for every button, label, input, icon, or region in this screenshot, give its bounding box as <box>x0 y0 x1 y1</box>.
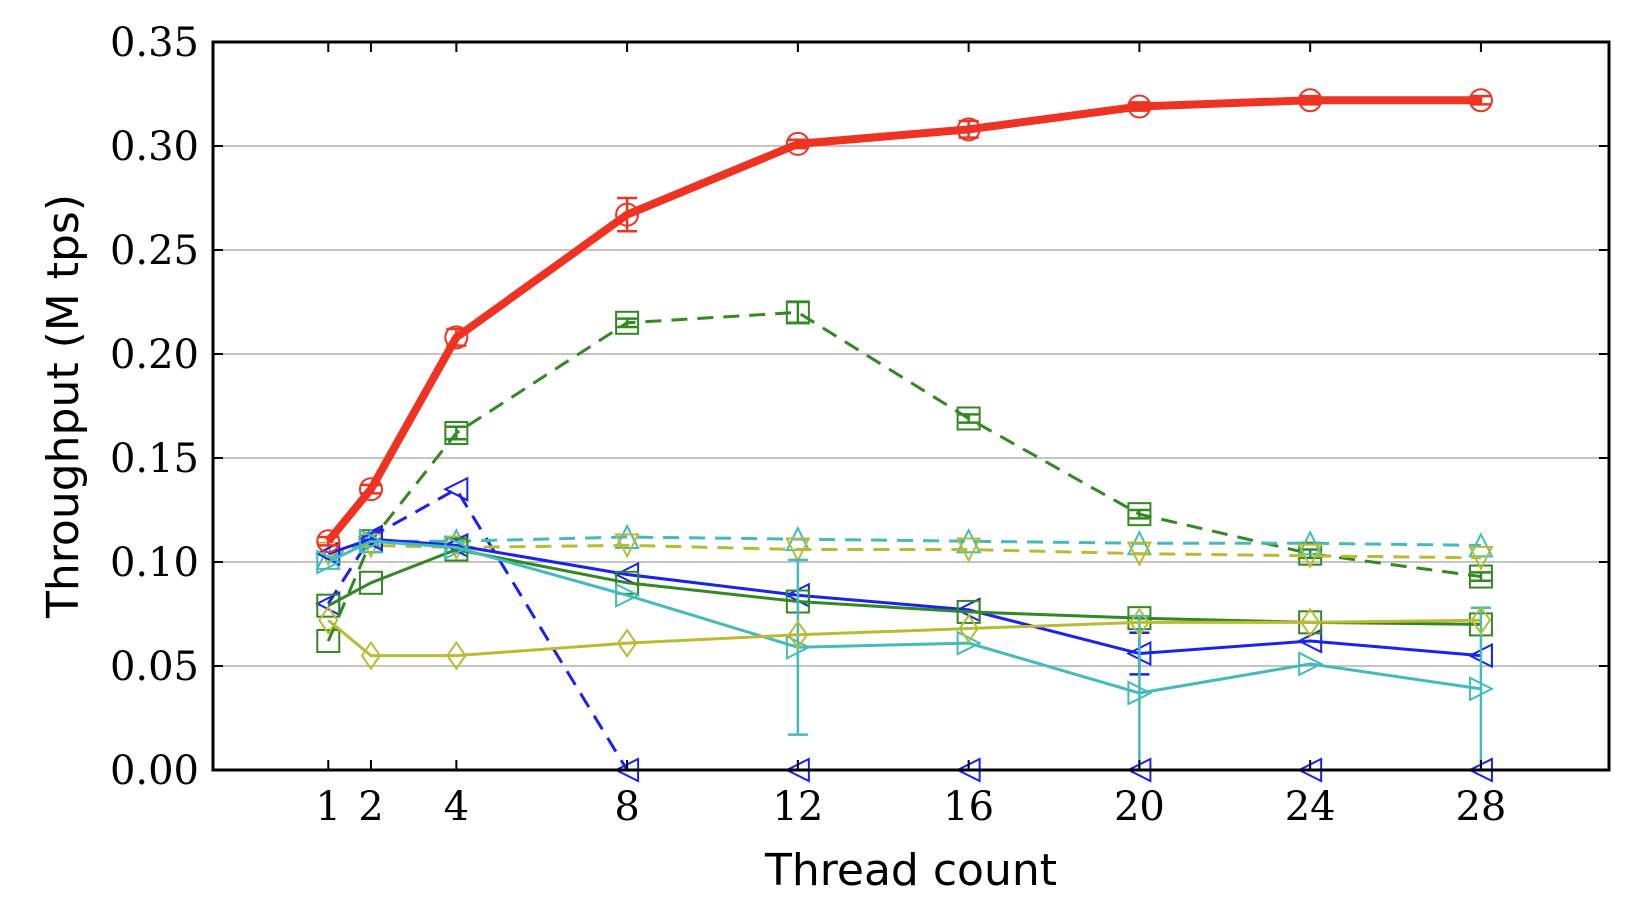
x-tick-label: 4 <box>444 784 469 830</box>
data-point <box>443 476 469 502</box>
data-point <box>1468 88 1493 113</box>
data-point <box>785 537 811 563</box>
y-tick-labels: 0.00 0.05 0.10 0.15 0.20 0.25 0.30 0.35 <box>110 20 199 794</box>
data-point <box>1129 607 1150 638</box>
data-point <box>1127 502 1152 527</box>
series-line <box>327 543 1481 560</box>
data-point <box>315 541 341 567</box>
y-tick-label: 0.00 <box>110 748 199 794</box>
data-point <box>1299 607 1321 638</box>
data-point <box>1298 651 1324 677</box>
data-point <box>444 534 470 561</box>
data-point <box>1468 545 1494 572</box>
x-tick-labels: 1 2 4 8 12 16 20 24 28 <box>316 784 1507 830</box>
tick-marks <box>213 41 1609 771</box>
data-point <box>316 549 342 575</box>
data-point <box>316 593 341 618</box>
y-tick-label: 0.15 <box>110 436 199 482</box>
data-point <box>1297 543 1323 569</box>
y-tick-label: 0.25 <box>110 228 199 274</box>
data-point <box>1468 564 1493 589</box>
y-tick-label: 0.20 <box>110 332 199 378</box>
data-point <box>446 640 467 671</box>
data-point <box>316 529 341 554</box>
x-tick-label: 12 <box>772 784 823 830</box>
data-point <box>1126 541 1153 567</box>
data-point <box>1468 676 1495 702</box>
data-point <box>316 629 341 654</box>
y-tick-label: 0.35 <box>110 20 199 66</box>
series-line <box>327 618 1481 658</box>
x-tick-label: 16 <box>943 784 994 830</box>
data-point <box>360 640 382 671</box>
data-point <box>616 628 638 658</box>
data-point <box>956 406 981 431</box>
y-tick-label: 0.10 <box>110 540 199 586</box>
data-point <box>614 523 640 550</box>
y-tick-label: 0.30 <box>110 124 199 170</box>
data-point <box>785 131 810 156</box>
data-point <box>444 421 469 446</box>
data-point <box>615 310 640 335</box>
data-point <box>615 582 641 608</box>
x-tick-label: 1 <box>316 784 341 830</box>
data-point <box>358 570 383 595</box>
data-point <box>956 599 981 624</box>
plot-frame <box>211 40 1611 772</box>
data-point <box>318 605 339 635</box>
x-axis-label: Thread count <box>764 845 1057 896</box>
data-point <box>785 300 810 325</box>
data-point <box>357 526 383 552</box>
data-point <box>787 620 809 650</box>
data-point <box>956 117 981 142</box>
grid-lines <box>213 145 1609 667</box>
data-point <box>958 613 979 644</box>
data-point <box>1127 680 1153 706</box>
data-point <box>615 202 640 227</box>
x-tick-label: 8 <box>614 784 639 830</box>
data-point <box>956 630 982 656</box>
data-point <box>1470 605 1492 635</box>
x-tick-label: 28 <box>1455 784 1506 830</box>
series-line-1 <box>316 88 1493 554</box>
data-point <box>1297 530 1323 556</box>
data-point <box>358 528 385 554</box>
series-line <box>326 310 1482 642</box>
x-tick-label: 2 <box>358 784 383 830</box>
y-tick-label: 0.05 <box>110 644 199 690</box>
series-line-9 <box>318 605 1492 671</box>
data-point <box>444 325 469 350</box>
data-point <box>1127 94 1152 119</box>
y-axis-label: Throughput (M tps) <box>38 194 89 619</box>
data-point <box>785 634 812 660</box>
x-tick-label: 24 <box>1285 784 1336 830</box>
series-line <box>325 96 1481 544</box>
data-point <box>614 533 640 559</box>
data-point <box>358 477 383 502</box>
series-layer <box>315 88 1495 783</box>
data-point <box>956 527 982 554</box>
data-point <box>956 537 982 563</box>
data-point <box>1298 88 1323 113</box>
x-tick-label: 20 <box>1114 784 1165 830</box>
